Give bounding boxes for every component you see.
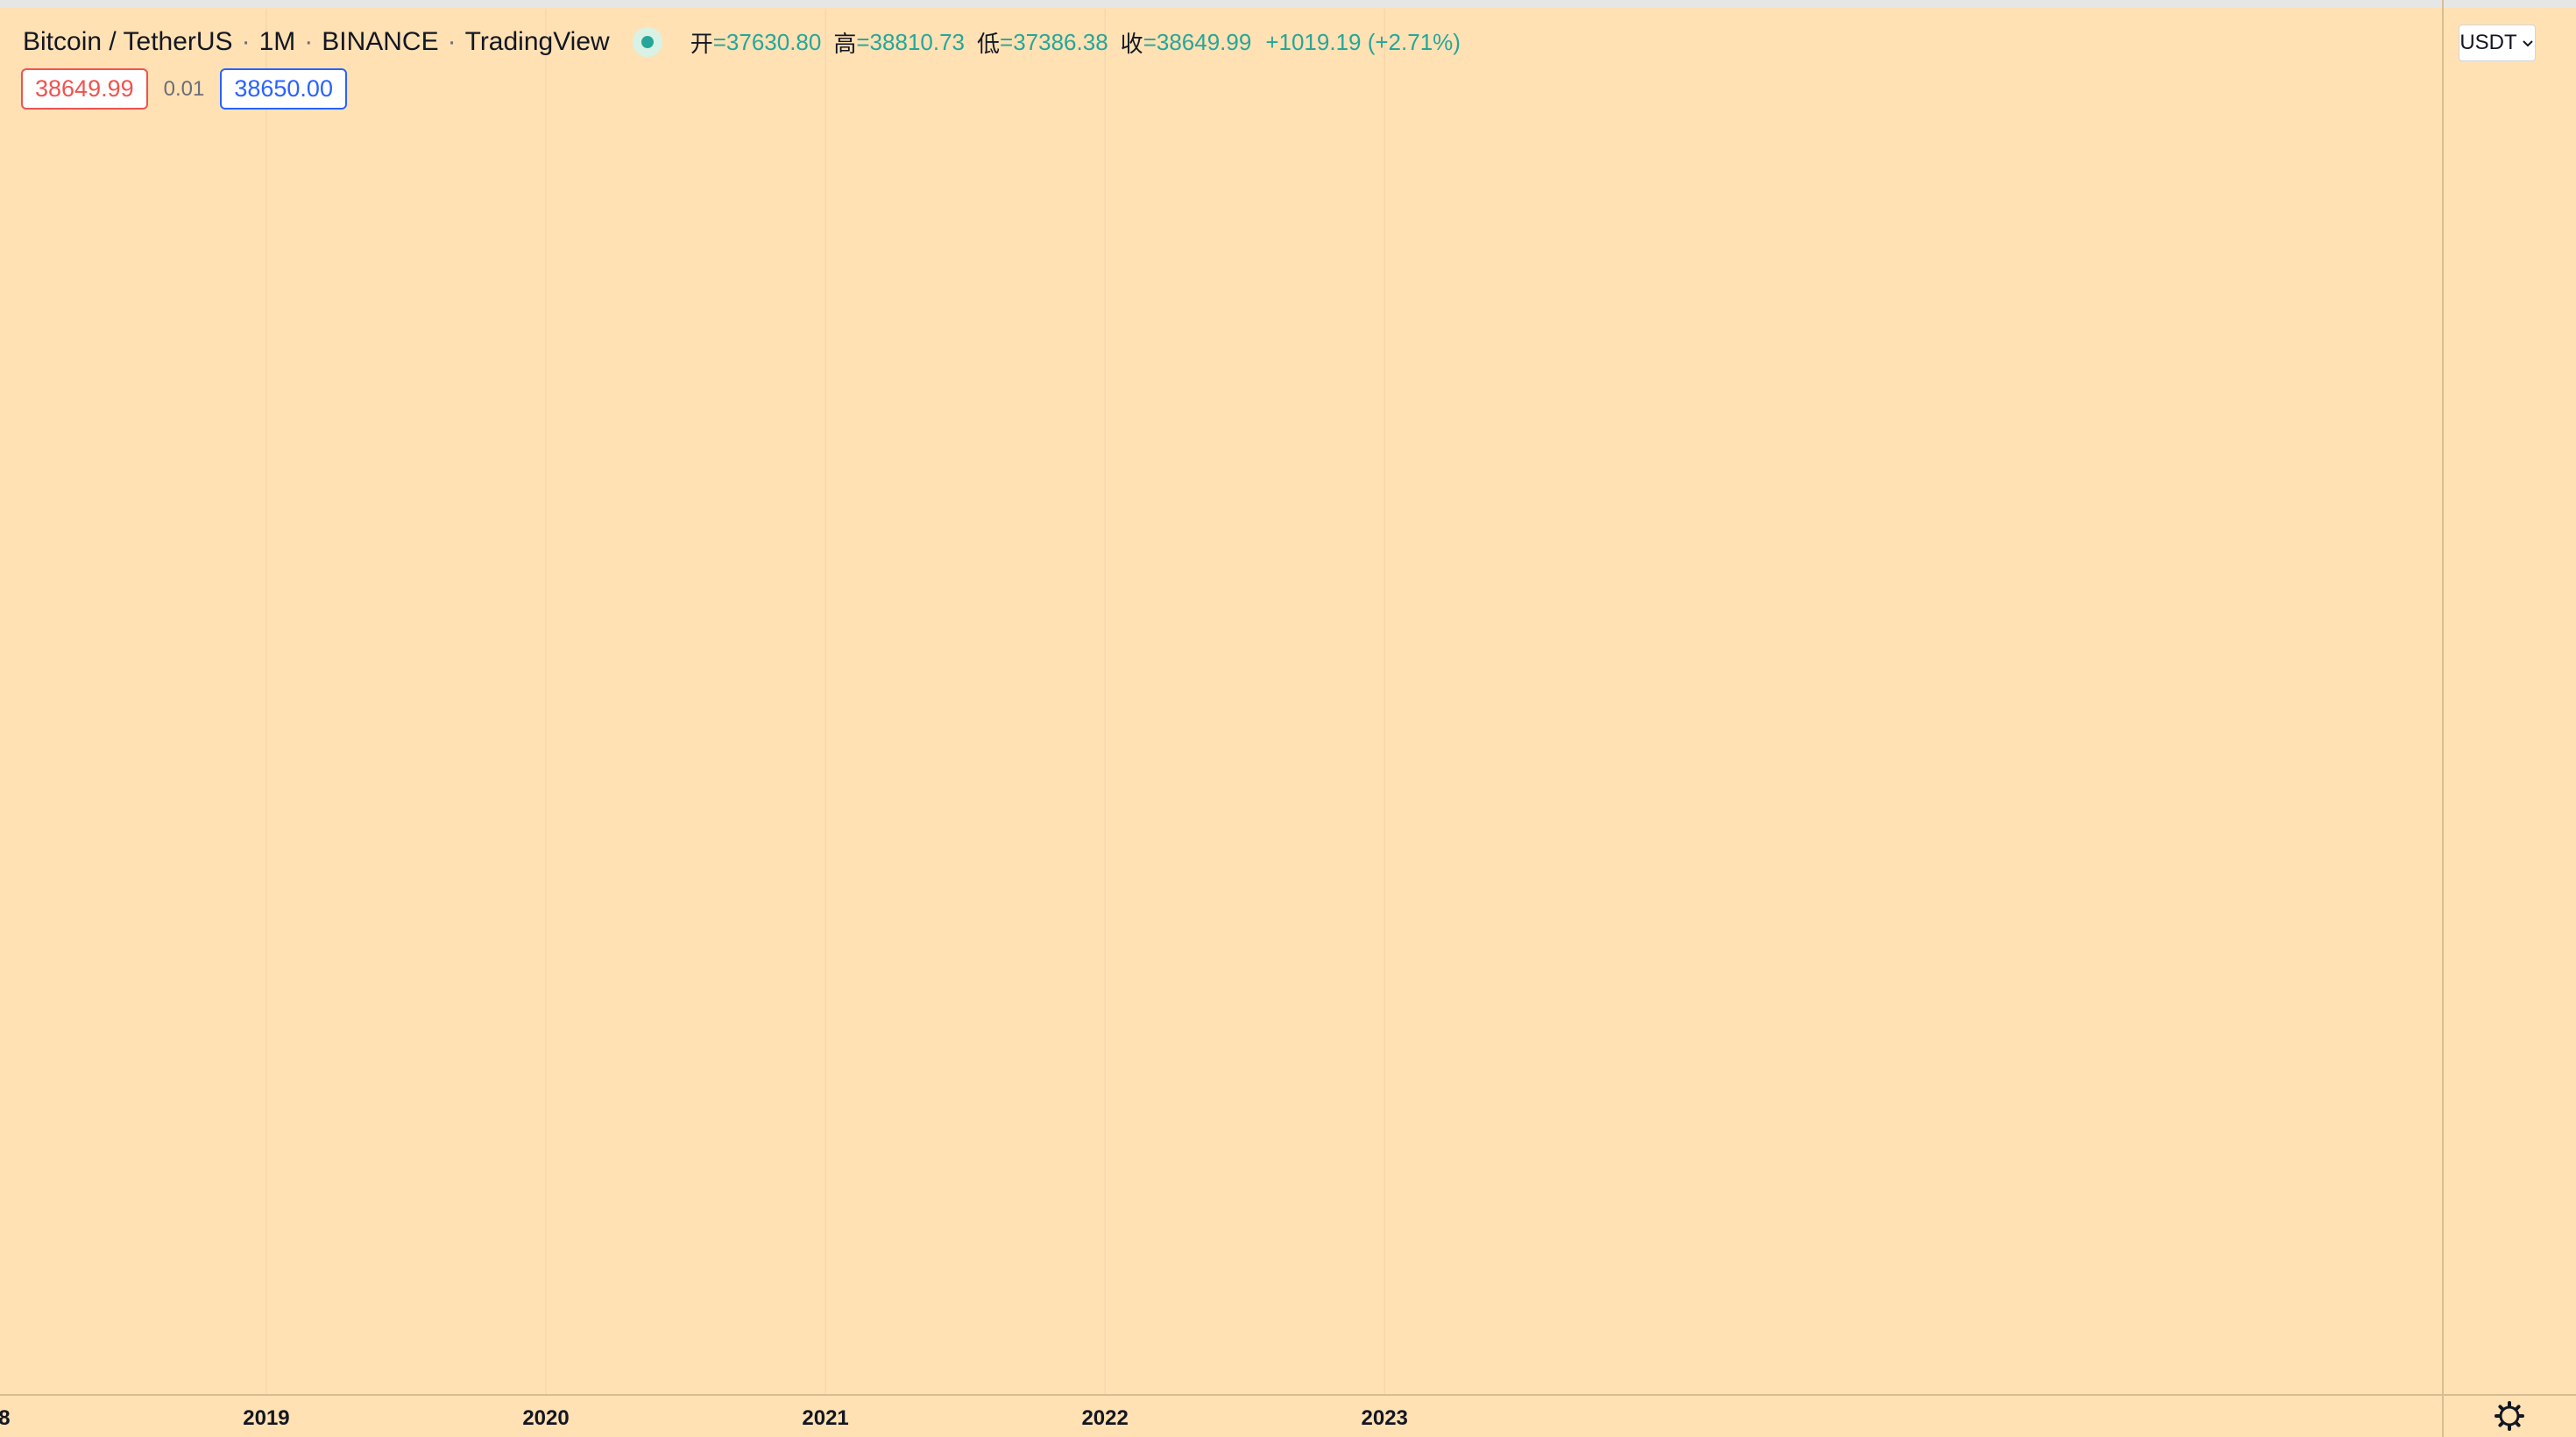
- change-value: +1019.19 (+2.71%): [1265, 28, 1461, 55]
- market-status-icon[interactable]: [632, 27, 662, 57]
- x-tick-label: 2018: [0, 1406, 11, 1430]
- interval-label[interactable]: 1M: [258, 27, 296, 56]
- spread-value: 0.01: [163, 76, 205, 101]
- gear-ring: [2499, 1405, 2520, 1426]
- header-separator: ·: [241, 27, 251, 56]
- platform-label: TradingView: [464, 27, 610, 56]
- top-border: [0, 0, 2576, 7]
- header-separator: ·: [304, 27, 314, 56]
- close-value: =38649.99: [1143, 28, 1252, 55]
- sell-price-button[interactable]: 38649.99: [21, 68, 148, 110]
- currency-label: USDT: [2459, 31, 2517, 54]
- x-tick-label: 2023: [1362, 1406, 1408, 1430]
- open-value: =37630.80: [712, 28, 822, 55]
- buy-price-button[interactable]: 38650.00: [220, 68, 347, 110]
- currency-selector[interactable]: USDT: [2459, 25, 2536, 61]
- trade-prices: 38649.99 0.01 38650.00: [21, 68, 347, 110]
- open-label: 开: [690, 30, 713, 57]
- gear-icon[interactable]: [2495, 1401, 2524, 1431]
- x-axis-labels: 2018 2019 2020 2021 2022 2023: [0, 1406, 1408, 1430]
- symbol-name[interactable]: Bitcoin / TetherUS: [23, 27, 233, 56]
- grid-lines: [265, 9, 1385, 1395]
- chevron-down-icon: [2522, 40, 2533, 47]
- low-value: =37386.38: [1000, 28, 1108, 55]
- status-dot: [640, 36, 654, 48]
- x-tick-label: 2020: [522, 1406, 569, 1430]
- exchange-label: BINANCE: [322, 27, 439, 56]
- high-value: =38810.73: [856, 28, 966, 55]
- header-separator: ·: [447, 27, 456, 56]
- close-label: 收: [1120, 30, 1143, 57]
- symbol-header: Bitcoin / TetherUS · 1M · BINANCE · Trad…: [23, 25, 1461, 60]
- x-tick-label: 2019: [243, 1406, 289, 1430]
- x-tick-label: 2021: [802, 1406, 848, 1430]
- x-tick-label: 2022: [1081, 1406, 1128, 1430]
- high-label: 高: [833, 30, 857, 57]
- low-label: 低: [977, 30, 1001, 57]
